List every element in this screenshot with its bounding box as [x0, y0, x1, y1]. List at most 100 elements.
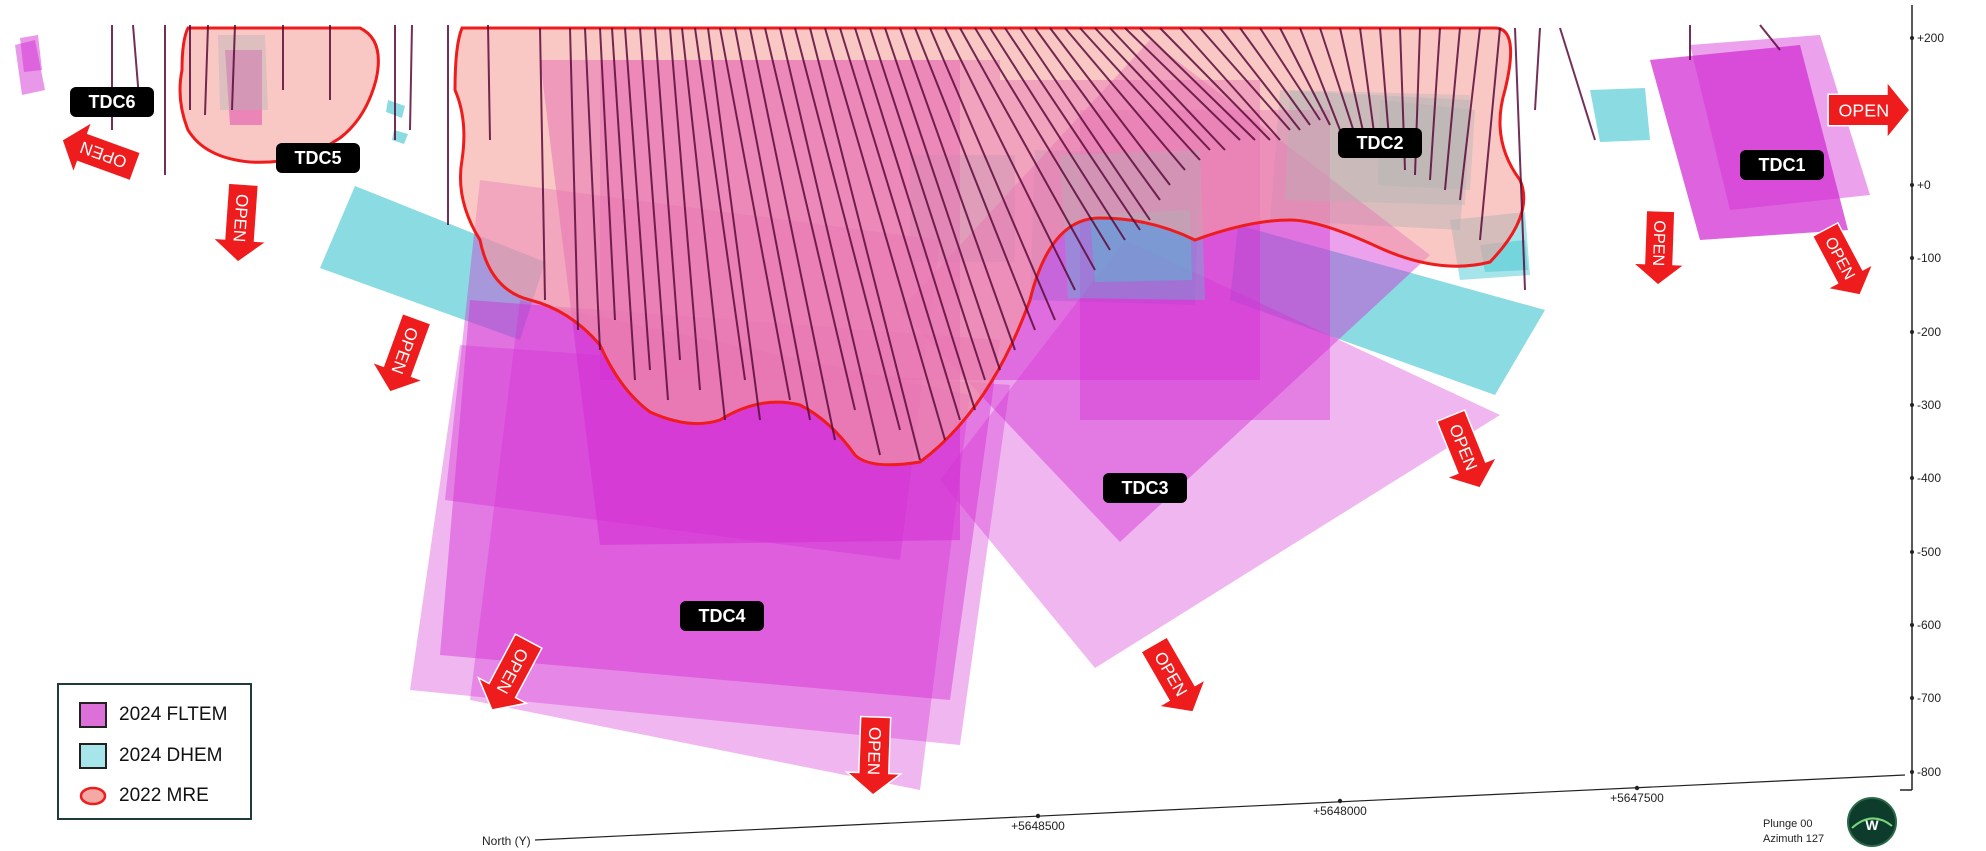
fltem-swatch-icon: [79, 702, 107, 728]
legend-item-dhem: 2024 DHEM: [79, 741, 223, 771]
fltem-plate: [1650, 45, 1848, 240]
drillhole-trace: [854, 27, 976, 411]
legend-label: 2024 DHEM: [119, 745, 223, 766]
drillhole-trace: [1559, 27, 1596, 141]
target-name: TDC2: [1356, 133, 1403, 153]
depth-tick: [1910, 623, 1914, 627]
open-arrow: OPEN: [844, 715, 903, 796]
northing-tick-label: +5648500: [1011, 819, 1065, 833]
drillhole-trace: [1179, 27, 1281, 141]
drillhole-trace: [884, 27, 1001, 371]
drillhole-trace: [1359, 27, 1376, 141]
open-label: OPEN: [1649, 220, 1669, 266]
depth-tick: [1910, 183, 1914, 187]
arrow-shape-icon: [1139, 635, 1207, 713]
legend-item-fltem: 2024 FLTEM: [79, 700, 227, 730]
dhem-swatch-icon: [79, 743, 107, 769]
depth-tick-label: -200: [1917, 325, 1941, 339]
label-badge: [1740, 150, 1824, 180]
orientation-globe-icon: W: [1847, 797, 1897, 847]
drillhole-trace: [204, 24, 209, 116]
arrow-shape-icon: [210, 182, 269, 263]
depth-tick: [1910, 403, 1914, 407]
depth-tick: [1910, 36, 1914, 40]
drillhole-trace: [1019, 27, 1151, 221]
drillhole-trace: [1159, 27, 1271, 141]
depth-tick-label: -700: [1917, 691, 1941, 705]
depth-tick: [1910, 476, 1914, 480]
depth-tick: [1910, 256, 1914, 260]
drillhole-trace: [1004, 27, 1141, 231]
label-badge: [70, 87, 154, 117]
drillhole-trace: [1049, 27, 1171, 186]
drillhole-trace: [1094, 27, 1211, 151]
open-arrow: OPEN: [370, 312, 432, 393]
legend-item-mre: 2022 MRE: [79, 781, 209, 811]
drillhole-trace: [944, 27, 1076, 291]
target-label-tdc3: TDC3: [1103, 473, 1187, 503]
drillhole-trace: [669, 27, 701, 391]
label-badge: [1338, 128, 1422, 158]
open-label: OPEN: [864, 727, 885, 776]
arrow-shape-icon: [61, 120, 142, 182]
drillhole-trace: [1199, 27, 1291, 131]
drillhole-trace: [624, 27, 651, 371]
view-orientation: Plunge 00 Azimuth 127: [1763, 817, 1824, 847]
depth-tick-label: -800: [1917, 765, 1941, 779]
label-badge: [1103, 473, 1187, 503]
drillhole-trace: [1339, 27, 1366, 141]
drillhole-trace: [231, 24, 236, 111]
open-label: OPEN: [1839, 100, 1890, 120]
arrow-shape-icon: [1435, 409, 1499, 489]
target-label-tdc4: TDC4: [680, 601, 764, 631]
drillhole-trace: [1279, 27, 1331, 126]
target-label-tdc5: TDC5: [276, 143, 360, 173]
legend: 2024 FLTEM 2024 DHEM 2022 MRE: [57, 683, 252, 820]
fltem-plate: [20, 35, 42, 72]
drillhole-trace: [824, 27, 946, 441]
label-badge: [276, 143, 360, 173]
depth-tick-label: -500: [1917, 545, 1941, 559]
target-name: TDC4: [698, 606, 745, 626]
arrow-shape-icon: [1811, 221, 1875, 296]
drillhole-trace: [694, 27, 746, 381]
fltem-plate: [940, 240, 1500, 668]
drillhole-trace: [409, 24, 413, 131]
drillhole-trace: [1124, 27, 1241, 141]
dhem-plate: [1230, 225, 1545, 395]
drillhole-trace: [989, 27, 1126, 241]
open-arrow: OPEN: [210, 182, 269, 263]
target-label-tdc1: TDC1: [1740, 150, 1824, 180]
northing-tick: [1337, 798, 1343, 804]
drillhole-trace: [1079, 27, 1201, 161]
mre-outline-icon: [79, 786, 107, 806]
open-arrow: OPEN: [1827, 79, 1912, 141]
target-labels: TDC6 TDC5 TDC2 TDC1 TDC3 TDC4: [70, 87, 1824, 631]
drillhole-trace: [719, 27, 791, 401]
arrow-shape-icon: [476, 633, 543, 711]
drillhole-trace: [1319, 27, 1356, 136]
target-name: TDC1: [1758, 155, 1805, 175]
drillhole-trace: [749, 27, 836, 441]
mre-outline-tdc5: [178, 26, 380, 164]
target-name: TDC3: [1121, 478, 1168, 498]
drillhole-trace: [1219, 27, 1301, 131]
drillhole-trace: [1534, 27, 1541, 111]
drillhole-trace: [1759, 24, 1781, 51]
drillhole-trace: [914, 27, 1036, 331]
drillhole-trace: [611, 27, 636, 381]
drillhole-trace: [707, 27, 761, 421]
dhem-plate: [1590, 88, 1650, 142]
target-name: TDC5: [294, 148, 341, 168]
target-label-tdc2: TDC2: [1338, 128, 1422, 158]
northing-tick: [1035, 813, 1041, 819]
drillhole-trace: [569, 27, 579, 331]
svg-text:W: W: [1865, 817, 1879, 833]
drillhole-trace: [899, 27, 1016, 351]
drillhole-trace: [839, 27, 961, 421]
drillhole-trace: [654, 27, 681, 361]
drillhole-trace: [1259, 27, 1321, 121]
drillhole-trace: [974, 27, 1111, 251]
drillhole-trace: [869, 27, 986, 381]
